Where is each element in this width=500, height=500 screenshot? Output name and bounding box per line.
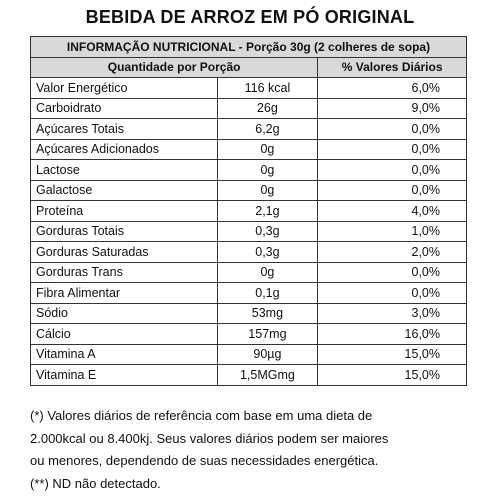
table-row: Cálcio 157mg 16,0% [30, 323, 467, 345]
table-cell: 0g [216, 138, 319, 160]
table-cell: 1,5MGmg [216, 364, 319, 386]
footnote-line: 2.000kcal ou 8.400kj. Seus valores diári… [30, 430, 389, 446]
table-cell: Carboidrato [30, 97, 218, 119]
table-row: Açúcares Adicionados 0g 0,0% [30, 138, 467, 160]
footnotes: (*) Valores diários de referência com ba… [30, 405, 490, 495]
table-cell: Vitamina A [30, 343, 218, 365]
title: BEBIDA DE ARROZ EM PÓ ORIGINAL [85, 7, 415, 27]
table-row: Gorduras Totais 0,3g 1,0% [30, 220, 467, 242]
table-cell: 4,0% [317, 200, 467, 222]
table-row: Sódio 53mg 3,0% [30, 302, 467, 324]
table-cell: 0,1g [216, 282, 319, 304]
table-cell: 0g [216, 159, 319, 181]
table-cell: Açúcares Adicionados [30, 138, 218, 160]
table-cell: Sódio [30, 302, 218, 324]
table-row: Galactose 0g 0,0% [30, 179, 467, 201]
table-cell: Fibra Alimentar [30, 282, 218, 304]
table-cell: 90µg [216, 343, 319, 365]
table-cell: 15,0% [317, 343, 467, 365]
table-cell: Vitamina E [30, 364, 218, 386]
table-cell: 1,0% [317, 220, 467, 242]
table-row: Gorduras Saturadas 0,3g 2,0% [30, 241, 467, 263]
table-cell: 6,0% [317, 77, 467, 99]
table-row: Fibra Alimentar 0,1g 0,0% [30, 282, 467, 304]
table-body: Valor Energético 116 kcal 6,0% Carboidrato 2… [30, 77, 467, 386]
table-cell: 0,0% [317, 138, 467, 160]
table-row: Lactose 0g 0,0% [30, 159, 467, 181]
table-cell: 0,0% [317, 118, 467, 140]
footnote-line: ou menores, dependendo de suas necessida… [30, 453, 379, 469]
table-cell: 26g [216, 97, 319, 119]
table-cell: 6,2g [216, 118, 319, 140]
table-cell: 2,0% [317, 241, 467, 263]
table-cell: 0,3g [216, 241, 319, 263]
column-header: Quantidade por Porção [29, 56, 319, 78]
footnote-line: (*) Valores diários de referência com ba… [30, 408, 373, 423]
table-cell: 3,0% [317, 302, 467, 324]
table-cell: 157mg [216, 323, 319, 345]
table-cell: Gorduras Trans [30, 261, 218, 283]
table-cell: 2,1g [216, 200, 319, 222]
table-cell: 0,0% [317, 282, 467, 304]
table-row: Proteína 2,1g 4,0% [30, 200, 467, 222]
table-cell: 9,0% [317, 97, 467, 119]
table-cell: 0,3g [216, 220, 319, 242]
table-row: Açúcares Totais 6,2g 0,0% [30, 118, 467, 140]
table-cell: Gorduras Saturadas [30, 241, 218, 263]
table-cell: Cálcio [30, 323, 218, 345]
table-cell: Galactose [30, 179, 218, 201]
table-cell: 0g [216, 261, 319, 283]
table-cell: 0,0% [317, 179, 467, 201]
table-row: Vitamina E 1,5MGmg 15,0% [30, 364, 467, 386]
table-row: Gorduras Trans 0g 0,0% [30, 261, 467, 283]
table-row: Vitamina A 90µg 15,0% [30, 343, 467, 365]
table-cell: 16,0% [317, 323, 467, 345]
table-cell: 0,0% [317, 261, 467, 283]
table-cell: Proteína [30, 200, 218, 222]
table-cell: 15,0% [317, 364, 467, 386]
table-cell: 116 kcal [216, 77, 319, 99]
table-cell: 53mg [216, 302, 319, 324]
table-cell: Açúcares Totais [30, 118, 218, 140]
column-header: % Valores Diários [317, 56, 467, 78]
footnote-line: (**) ND não detectado. [30, 475, 161, 491]
nutrition-table: INFORMAÇÃO NUTRICIONAL - Porção 30g (2 c… [29, 36, 467, 386]
table-row: Valor Energético 116 kcal 6,0% [30, 77, 467, 99]
table-cell: Valor Energético [30, 77, 218, 99]
table-cell: 0g [216, 179, 319, 201]
table-row: Carboidrato 26g 9,0% [30, 97, 467, 119]
table-cell: Gorduras Totais [30, 220, 218, 242]
table-cell: 0,0% [317, 159, 467, 181]
table-caption: INFORMAÇÃO NUTRICIONAL - Porção 30g (2 c… [30, 36, 467, 58]
table-cell: Lactose [30, 159, 218, 181]
